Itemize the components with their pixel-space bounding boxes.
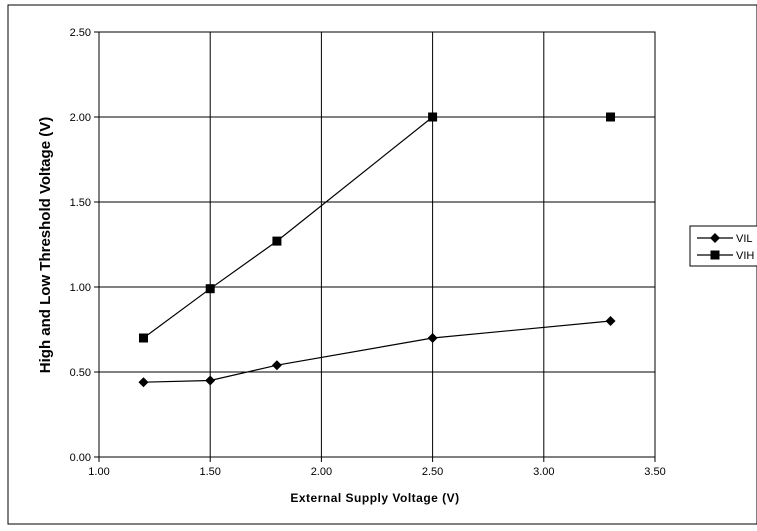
legend-marker-vih <box>710 250 720 260</box>
data-point-vil <box>205 375 216 386</box>
data-point-vil <box>427 333 438 343</box>
series-vil <box>138 316 616 388</box>
data-point-vil <box>271 360 282 371</box>
plot-area <box>98 31 656 458</box>
x-tick-label: 1.00 <box>88 466 109 478</box>
legend-label-vil: VIL <box>736 233 753 245</box>
gridlines <box>99 32 655 457</box>
data-point-vih <box>138 333 148 343</box>
x-tick-label: 3.00 <box>533 466 554 478</box>
series-vih <box>138 112 616 343</box>
legend-marker-vil <box>710 233 720 243</box>
x-tick-label: 2.00 <box>311 466 332 478</box>
y-axis-ticks: 0.00 0.50 1.00 1.50 2.00 2.50 <box>70 27 99 464</box>
series-group <box>138 112 616 388</box>
data-point-vih <box>428 112 438 122</box>
y-tick-label: 1.00 <box>70 282 91 294</box>
y-tick-label: 2.00 <box>70 112 91 124</box>
data-point-vil <box>138 377 149 388</box>
x-tick-label: 1.50 <box>199 466 220 478</box>
y-tick-label: 0.50 <box>70 367 91 379</box>
data-point-vih <box>205 284 215 294</box>
data-point-vih <box>606 112 616 122</box>
data-point-vih <box>272 236 282 246</box>
x-tick-label: 3.50 <box>644 466 665 478</box>
y-tick-label: 0.00 <box>70 452 91 464</box>
legend-box <box>689 225 757 267</box>
x-tick-label: 2.50 <box>422 466 443 478</box>
series-line-vih <box>143 116 433 339</box>
y-tick-label: 2.50 <box>70 27 91 39</box>
legend: VIL VIH <box>689 225 757 267</box>
x-axis-ticks: 1.00 1.50 2.00 2.50 3.00 3.50 <box>88 457 666 478</box>
data-point-vil <box>605 316 616 326</box>
y-axis-title: High and Low Threshold Voltage (V) <box>37 117 54 373</box>
x-axis-title: External Supply Voltage (V) <box>290 491 459 505</box>
legend-label-vih: VIH <box>736 250 754 262</box>
y-tick-label: 1.50 <box>70 197 91 209</box>
